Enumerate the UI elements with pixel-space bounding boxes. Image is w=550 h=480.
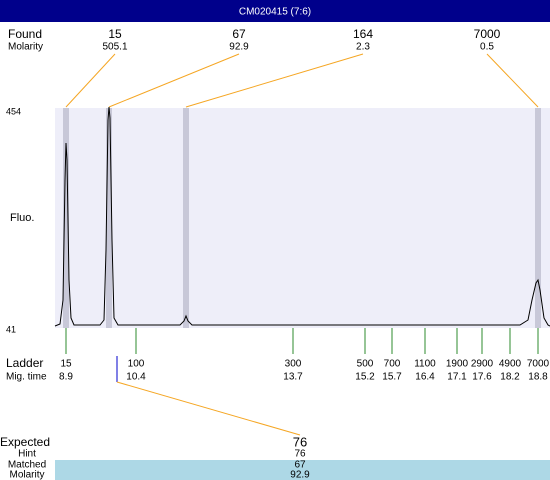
ladder-time: 18.8 <box>528 372 548 383</box>
molarity-label: Molarity <box>8 42 43 53</box>
matched-label: Matched <box>8 460 46 471</box>
peak-connector <box>108 53 240 108</box>
y-bottom-label: 41 <box>6 324 16 334</box>
ladder-size: 500 <box>357 359 374 370</box>
found-size: 15 <box>108 27 122 41</box>
expected-label: Expected <box>0 435 50 449</box>
peak-connector <box>65 53 116 108</box>
plot-area <box>55 108 550 328</box>
ladder-size: 1900 <box>446 359 469 370</box>
ladder-time: 8.9 <box>59 372 73 383</box>
peak-band <box>183 108 189 328</box>
ladder-time: 18.2 <box>500 372 520 383</box>
y-top-label: 454 <box>6 106 21 116</box>
matched-band <box>55 460 550 480</box>
ladder-time: 15.2 <box>355 372 375 383</box>
found-size: 7000 <box>474 27 501 41</box>
peak-band <box>535 108 541 328</box>
molarity-row-label: Molarity <box>9 470 44 480</box>
ladder-time: 15.7 <box>382 372 402 383</box>
ladder-time: 17.6 <box>472 372 492 383</box>
molarity-value: 92.9 <box>290 470 310 480</box>
ladder-size: 2900 <box>471 359 494 370</box>
found-molarity: 0.5 <box>480 42 494 53</box>
peak-connector <box>185 53 364 108</box>
title: CM020415 (7:6) <box>239 7 311 18</box>
ladder-time: 17.1 <box>447 372 467 383</box>
found-size: 67 <box>232 27 246 41</box>
hint-label: Hint <box>18 449 36 460</box>
connector <box>116 381 301 436</box>
peak-connector <box>486 53 539 108</box>
peak-band <box>63 108 69 328</box>
expected-value: 76 <box>293 434 307 449</box>
ladder-size: 1100 <box>414 359 436 370</box>
title-bar <box>0 0 550 22</box>
found-label: Found <box>8 27 42 41</box>
y-axis-label: Fluo. <box>10 212 34 224</box>
matched-value: 67 <box>294 460 306 471</box>
trace <box>54 106 550 327</box>
found-size: 164 <box>353 27 373 41</box>
hint-value: 76 <box>294 449 306 460</box>
mig-time-label: Mig. time <box>6 372 47 383</box>
found-molarity: 505.1 <box>102 42 127 53</box>
ladder-label: Ladder <box>6 356 43 370</box>
found-molarity: 92.9 <box>229 42 249 53</box>
ladder-size: 4900 <box>499 359 522 370</box>
ladder-size: 700 <box>384 359 401 370</box>
ladder-size: 100 <box>128 359 145 370</box>
found-molarity: 2.3 <box>356 42 370 53</box>
ladder-time: 13.7 <box>283 372 303 383</box>
ladder-size: 7000 <box>527 359 550 370</box>
ladder-time: 16.4 <box>415 372 435 383</box>
ladder-size: 15 <box>60 359 72 370</box>
peak-band <box>106 108 112 328</box>
ladder-time: 10.4 <box>126 372 146 383</box>
ladder-size: 300 <box>285 359 302 370</box>
